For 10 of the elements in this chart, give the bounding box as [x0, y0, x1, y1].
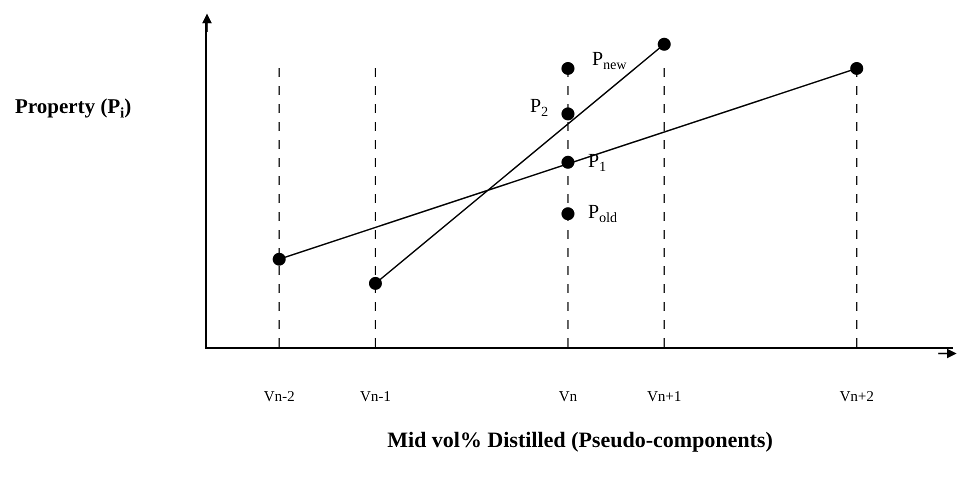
- x-axis-title: Mid vol% Distilled (Pseudo-components): [387, 427, 773, 452]
- x-tick-label: Vn-1: [360, 388, 391, 405]
- annotation: P$_{old}$: [588, 201, 618, 226]
- annotation: P$_{new}$: [592, 48, 628, 74]
- y-axis-title: Property (P$_{i}$): [15, 94, 132, 122]
- x-tick-label: Vn+1: [647, 388, 682, 405]
- x-tick-label: Vn-2: [264, 388, 295, 405]
- x-tick-label: Vn: [558, 388, 578, 405]
- x-tick-label: Vn+2: [840, 388, 874, 405]
- annotation: P$_{2}$: [530, 95, 548, 120]
